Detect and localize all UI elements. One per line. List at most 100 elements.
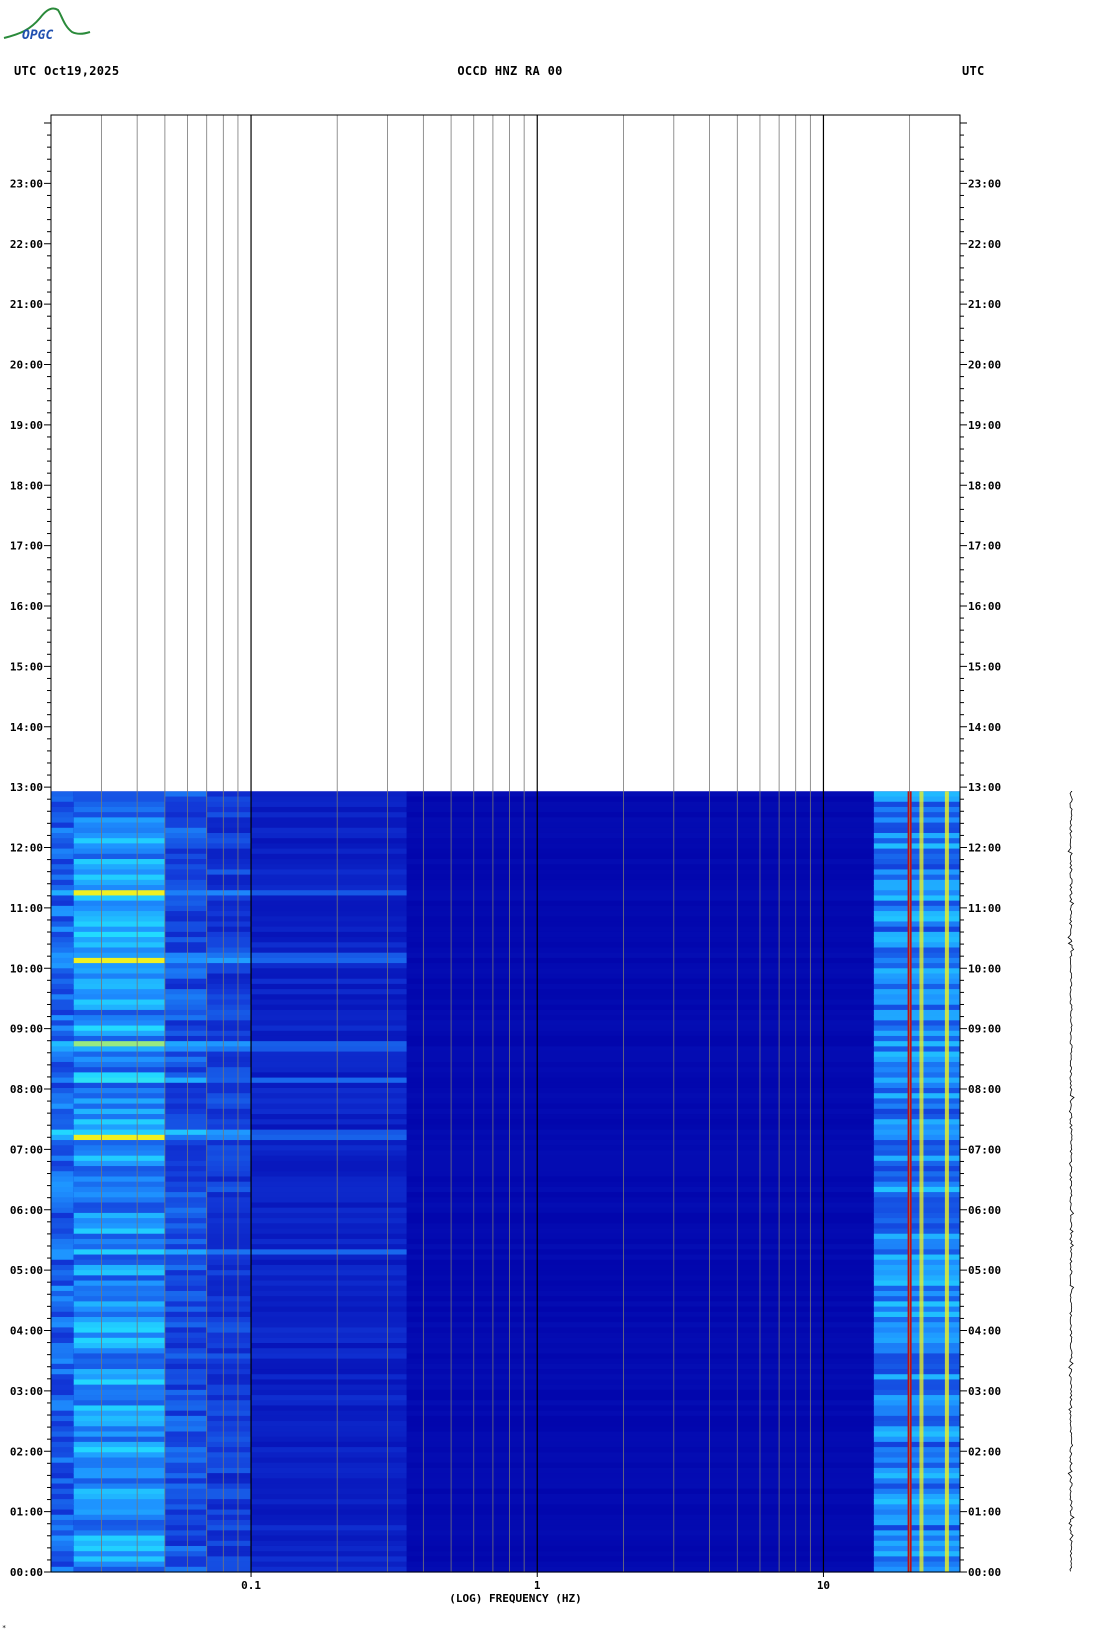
- heatmap-cell: [406, 1400, 874, 1407]
- heatmap-cell: [51, 973, 74, 980]
- heatmap-cell: [164, 1254, 207, 1261]
- heatmap-cell: [406, 1467, 874, 1474]
- heatmap-cell: [251, 1228, 407, 1235]
- y-tick-label: 23:00: [10, 177, 43, 190]
- heatmap-cell: [406, 1545, 874, 1552]
- heatmap-cell: [206, 1389, 252, 1396]
- heatmap-cell: [251, 1067, 407, 1073]
- y-tick-label: 16:00: [10, 600, 43, 613]
- heatmap-cell: [51, 1488, 74, 1495]
- heatmap-cell: [873, 926, 960, 933]
- heatmap-cell: [73, 1332, 165, 1339]
- heatmap-cell: [51, 911, 74, 917]
- heatmap-cell: [73, 895, 165, 902]
- heatmap-cell: [406, 1129, 874, 1136]
- heatmap-cell: [164, 874, 207, 881]
- heatmap-cell: [206, 1290, 252, 1297]
- heatmap-cell: [164, 1020, 207, 1027]
- heatmap-cell: [51, 1296, 74, 1302]
- heatmap-cell: [406, 1421, 874, 1427]
- heatmap-cell: [164, 973, 207, 980]
- heatmap-cell: [406, 817, 874, 824]
- heatmap-cell: [51, 801, 74, 808]
- heatmap-cell: [164, 1124, 207, 1131]
- heatmap-cell: [73, 937, 165, 943]
- heatmap-cell: [406, 1504, 874, 1511]
- heatmap-cell: [406, 1488, 874, 1495]
- y-tick-label: 12:00: [10, 842, 43, 855]
- heatmap-cell: [73, 1176, 165, 1183]
- heatmap-cell: [73, 1129, 165, 1136]
- heatmap-cell: [206, 1004, 252, 1011]
- heatmap-cell: [73, 812, 165, 818]
- heatmap-cell: [51, 895, 74, 902]
- heatmap-cell: [406, 1499, 874, 1505]
- heatmap-cell: [51, 1540, 74, 1547]
- heatmap-cell: [206, 1207, 252, 1214]
- heatmap-cell: [73, 1072, 165, 1079]
- heatmap-cell: [164, 1457, 207, 1464]
- heatmap-cell: [164, 1447, 207, 1453]
- heatmap-cell: [51, 1509, 74, 1516]
- heatmap-cell: [73, 874, 165, 881]
- heatmap-cell: [73, 1280, 165, 1287]
- heatmap-cell: [873, 1561, 960, 1568]
- heatmap-cell: [73, 1046, 165, 1053]
- y-tick-label: 14:00: [10, 721, 43, 734]
- heatmap-cell: [251, 1181, 407, 1188]
- heatmap-cell: [164, 1363, 207, 1370]
- heatmap-cell: [406, 1202, 874, 1209]
- heatmap-cell: [51, 796, 74, 803]
- heatmap-cell: [873, 1311, 960, 1318]
- heatmap-cell: [164, 1155, 207, 1162]
- heatmap-cell: [206, 1441, 252, 1448]
- heatmap-cell: [164, 806, 207, 813]
- heatmap-cell: [406, 1395, 874, 1401]
- heatmap-cell: [873, 832, 960, 839]
- heatmap-cell: [73, 916, 165, 923]
- heatmap-cell: [406, 1077, 874, 1084]
- heatmap-cell: [206, 1358, 252, 1365]
- heatmap-cell: [873, 801, 960, 808]
- heatmap-cell: [73, 947, 165, 954]
- heatmap-cell: [406, 791, 874, 798]
- heatmap-cell: [406, 1025, 874, 1032]
- heatmap-cell: [251, 1556, 407, 1563]
- heatmap-cell: [873, 1290, 960, 1297]
- heatmap-cell: [73, 931, 165, 938]
- header-right: UTC: [962, 64, 985, 78]
- heatmap-cell: [251, 1353, 407, 1360]
- heatmap-cell: [251, 1478, 407, 1485]
- heatmap-cell: [873, 838, 960, 844]
- heatmap-cell: [251, 978, 407, 985]
- heatmap-cell: [164, 1415, 207, 1422]
- heatmap-cell: [73, 1311, 165, 1318]
- heatmap-cell: [251, 1082, 407, 1089]
- heatmap-cell: [51, 1035, 74, 1042]
- heatmap-cell: [51, 1082, 74, 1089]
- heatmap-cell: [206, 1493, 252, 1500]
- heatmap-cell: [73, 1322, 165, 1328]
- heatmap-cell: [51, 1249, 74, 1256]
- heatmap-cell: [73, 1140, 165, 1146]
- heatmap-cell: [164, 1041, 207, 1047]
- heatmap-cell: [73, 989, 165, 995]
- heatmap-cell: [73, 1343, 165, 1349]
- heatmap-cell: [73, 1384, 165, 1391]
- heatmap-cell: [251, 1343, 407, 1349]
- heatmap-cell: [206, 1395, 252, 1401]
- heatmap-cell: [406, 895, 874, 902]
- heatmap-cell: [164, 942, 207, 949]
- heatmap-cell: [164, 1530, 207, 1537]
- heatmap-cell: [164, 1140, 207, 1146]
- heatmap-cell: [73, 921, 165, 928]
- heatmap-cell: [73, 801, 165, 808]
- heatmap-cell: [51, 1379, 74, 1386]
- heatmap-cell: [251, 1020, 407, 1027]
- heatmap-cell: [251, 838, 407, 844]
- heatmap-cell: [206, 1197, 252, 1204]
- heatmap-cell: [206, 1535, 252, 1542]
- heatmap-cell: [873, 1004, 960, 1011]
- heatmap-cell: [206, 1114, 252, 1120]
- heatmap-cell: [873, 1535, 960, 1542]
